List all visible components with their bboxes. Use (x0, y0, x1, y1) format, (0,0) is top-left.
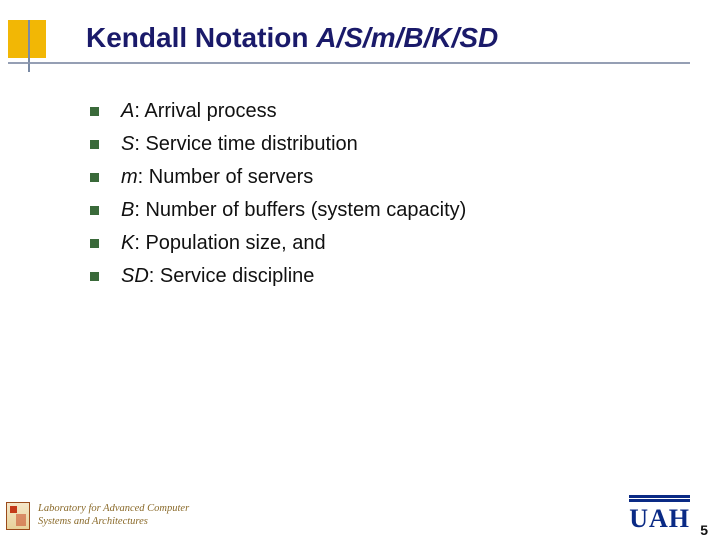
list-item: K: Population size, and (90, 232, 690, 255)
uah-logo: UAH (629, 499, 690, 534)
list-item: S: Service time distribution (90, 133, 690, 156)
bullet-marker-icon (90, 206, 99, 215)
list-item: A: Arrival process (90, 100, 690, 123)
title-notation: A/S/m/B/K/SD (316, 22, 498, 53)
bullet-marker-icon (90, 272, 99, 281)
list-item: m: Number of servers (90, 166, 690, 189)
accent-square (8, 20, 46, 58)
list-item: B: Number of buffers (system capacity) (90, 199, 690, 222)
accent-vertical-line (28, 20, 30, 72)
slide-title: Kendall Notation A/S/m/B/K/SD (86, 22, 498, 54)
bullet-list: A: Arrival process S: Service time distr… (90, 100, 690, 298)
footer: Laboratory for Advanced Computer Systems… (0, 492, 720, 540)
bullet-text: SD: Service discipline (121, 265, 314, 288)
bullet-text: A: Arrival process (121, 100, 277, 123)
bullet-text: K: Population size, and (121, 232, 326, 255)
bullet-text: m: Number of servers (121, 166, 313, 189)
bullet-marker-icon (90, 107, 99, 116)
page-number: 5 (700, 522, 708, 538)
bullet-text: B: Number of buffers (system capacity) (121, 199, 466, 222)
bullet-text: S: Service time distribution (121, 133, 358, 156)
lab-line-1: Laboratory for Advanced Computer (38, 503, 189, 516)
lab-logo-icon (6, 502, 30, 530)
lab-name: Laboratory for Advanced Computer Systems… (38, 503, 189, 528)
bullet-marker-icon (90, 173, 99, 182)
title-plain: Kendall Notation (86, 22, 316, 53)
lab-line-2: Systems and Architectures (38, 516, 189, 529)
footer-org: UAH (629, 499, 690, 534)
footer-lab-block: Laboratory for Advanced Computer Systems… (6, 502, 189, 530)
title-underline (8, 62, 690, 64)
list-item: SD: Service discipline (90, 265, 690, 288)
bullet-marker-icon (90, 239, 99, 248)
bullet-marker-icon (90, 140, 99, 149)
